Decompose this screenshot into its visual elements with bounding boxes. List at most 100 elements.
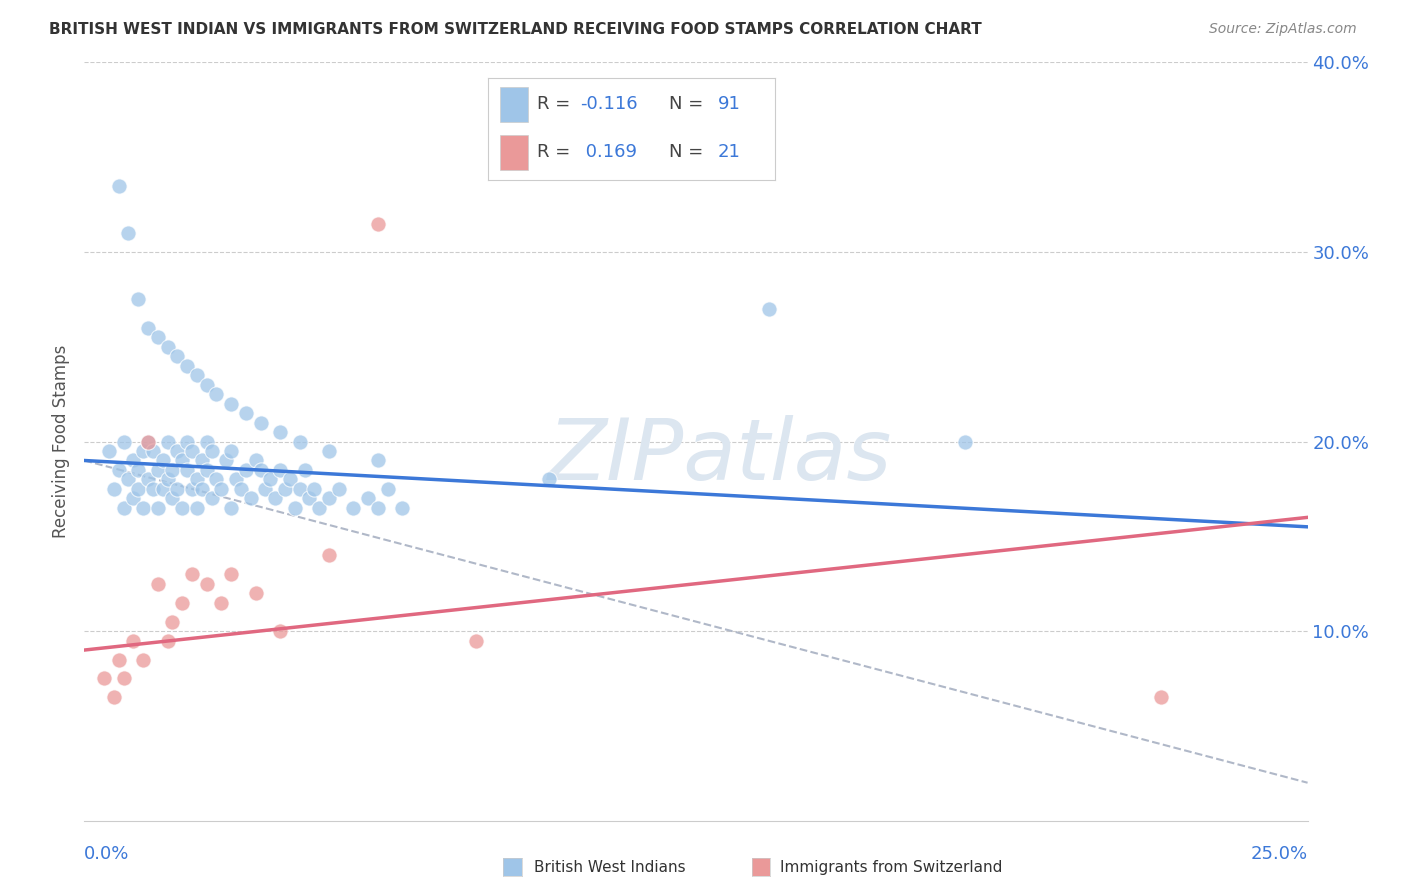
Text: British West Indians: British West Indians xyxy=(534,860,686,874)
Point xyxy=(225,473,247,487)
Point xyxy=(127,482,149,496)
Point xyxy=(132,500,155,515)
Point xyxy=(156,434,179,449)
Point xyxy=(112,672,135,686)
Point xyxy=(156,633,179,648)
Point xyxy=(235,406,257,420)
Point xyxy=(142,482,165,496)
Point xyxy=(136,473,159,487)
Point xyxy=(215,453,238,467)
Point xyxy=(249,463,271,477)
Point xyxy=(259,473,281,487)
Point xyxy=(377,482,399,496)
Point xyxy=(205,387,228,401)
Point xyxy=(191,453,214,467)
Point xyxy=(391,500,413,515)
Point xyxy=(294,463,316,477)
Point xyxy=(162,491,184,506)
Point xyxy=(176,434,198,449)
Point xyxy=(146,330,169,344)
Point xyxy=(127,293,149,307)
Point xyxy=(181,567,204,582)
Point xyxy=(219,396,242,410)
Point xyxy=(152,453,174,467)
Point xyxy=(200,491,222,506)
Text: 25.0%: 25.0% xyxy=(1250,845,1308,863)
Text: ZIPatlas: ZIPatlas xyxy=(548,415,893,499)
Point xyxy=(103,482,125,496)
Text: BRITISH WEST INDIAN VS IMMIGRANTS FROM SWITZERLAND RECEIVING FOOD STAMPS CORRELA: BRITISH WEST INDIAN VS IMMIGRANTS FROM S… xyxy=(49,22,981,37)
Point xyxy=(186,473,208,487)
Text: Immigrants from Switzerland: Immigrants from Switzerland xyxy=(780,860,1002,874)
Point xyxy=(136,434,159,449)
Point xyxy=(152,482,174,496)
Point xyxy=(162,615,184,629)
Point xyxy=(304,482,326,496)
Point xyxy=(464,633,486,648)
Point xyxy=(205,473,228,487)
Point xyxy=(219,444,242,458)
Point xyxy=(181,444,204,458)
Point xyxy=(758,301,780,316)
Point xyxy=(288,482,311,496)
Point xyxy=(229,482,252,496)
Point xyxy=(122,453,145,467)
Point xyxy=(107,463,129,477)
Point xyxy=(142,444,165,458)
Point xyxy=(191,482,214,496)
Point xyxy=(219,567,242,582)
Point xyxy=(181,482,204,496)
Point xyxy=(235,463,257,477)
Point xyxy=(953,434,976,449)
Point xyxy=(172,500,194,515)
Point xyxy=(209,482,232,496)
Text: 0.0%: 0.0% xyxy=(84,845,129,863)
Point xyxy=(156,473,179,487)
Point xyxy=(132,652,155,666)
Point xyxy=(288,434,311,449)
Point xyxy=(176,359,198,373)
Point xyxy=(318,444,340,458)
Point xyxy=(93,672,115,686)
Point xyxy=(264,491,287,506)
Point xyxy=(117,473,139,487)
Point xyxy=(166,349,188,363)
Point xyxy=(166,482,188,496)
Point xyxy=(1150,690,1173,705)
Point xyxy=(146,576,169,591)
Point xyxy=(308,500,330,515)
Point xyxy=(209,596,232,610)
Point xyxy=(186,500,208,515)
Point xyxy=(136,434,159,449)
Point xyxy=(156,340,179,354)
Point xyxy=(122,491,145,506)
Point xyxy=(186,368,208,383)
Point xyxy=(269,425,291,439)
Point xyxy=(342,500,364,515)
Point xyxy=(117,226,139,240)
Point xyxy=(127,463,149,477)
Point xyxy=(318,548,340,563)
Point xyxy=(219,500,242,515)
Point xyxy=(269,624,291,639)
Point xyxy=(278,473,301,487)
Point xyxy=(107,178,129,193)
Point xyxy=(162,463,184,477)
Point xyxy=(249,416,271,430)
Point xyxy=(195,377,218,392)
Point xyxy=(146,463,169,477)
Text: Source: ZipAtlas.com: Source: ZipAtlas.com xyxy=(1209,22,1357,37)
Point xyxy=(136,320,159,334)
Point xyxy=(245,586,267,600)
Point xyxy=(239,491,262,506)
Point xyxy=(172,453,194,467)
Point xyxy=(269,463,291,477)
Point xyxy=(200,444,222,458)
Point xyxy=(367,217,389,231)
Point xyxy=(122,633,145,648)
Point xyxy=(166,444,188,458)
Point xyxy=(298,491,321,506)
Point xyxy=(103,690,125,705)
Point xyxy=(538,473,561,487)
Point xyxy=(112,500,135,515)
